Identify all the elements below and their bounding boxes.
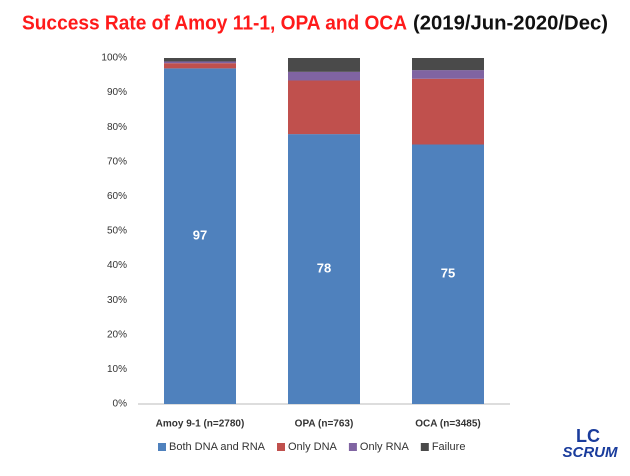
bar-segment: [412, 78, 484, 145]
y-tick-label: 80%: [107, 122, 127, 133]
y-tick-label: 50%: [107, 226, 127, 237]
y-tick-label: 100%: [101, 53, 127, 64]
y-tick-label: 20%: [107, 329, 127, 340]
legend-swatch: [277, 443, 285, 451]
logo-bottom: SCRUM: [563, 444, 619, 461]
bar-segment: [288, 80, 360, 135]
y-tick-label: 30%: [107, 295, 127, 306]
bar-segment: [288, 134, 360, 404]
bar-segment: [288, 58, 360, 72]
bar-segment: [164, 58, 236, 62]
bar-segment: [164, 61, 236, 64]
chart-subtitle: (2019/Jun-2020/Dec): [413, 12, 608, 34]
bar-segment: [288, 71, 360, 81]
legend-swatch: [158, 443, 166, 451]
legend-label: Both DNA and RNA: [169, 441, 266, 453]
legend-swatch: [420, 443, 429, 451]
legend-label: Failure: [432, 441, 466, 453]
bar-segment: [164, 63, 236, 69]
y-tick-label: 10%: [107, 364, 127, 375]
data-label: 75: [441, 266, 455, 281]
bar-segment: [164, 68, 236, 404]
y-tick-label: 90%: [107, 87, 127, 98]
bar-segment: [412, 70, 484, 79]
data-label: 97: [193, 228, 207, 243]
bar-segment: [412, 144, 484, 404]
y-tick-label: 60%: [107, 191, 127, 202]
y-tick-label: 0%: [113, 399, 128, 410]
logo-top: LC: [576, 426, 600, 446]
bar-segment: [412, 58, 484, 71]
y-tick-label: 70%: [107, 156, 127, 167]
x-tick-label: Amoy 9-1 (n=2780): [156, 419, 245, 430]
legend-swatch: [348, 443, 357, 451]
chart-title: Success Rate of Amoy 11-1, OPA and OCA: [22, 12, 407, 34]
x-tick-label: OCA (n=3485): [415, 419, 480, 430]
x-tick-label: OPA (n=763): [295, 419, 354, 430]
data-label: 78: [317, 260, 331, 275]
y-tick-label: 40%: [107, 260, 127, 271]
legend-label: Only RNA: [360, 441, 410, 453]
legend-label: Only DNA: [288, 441, 338, 453]
